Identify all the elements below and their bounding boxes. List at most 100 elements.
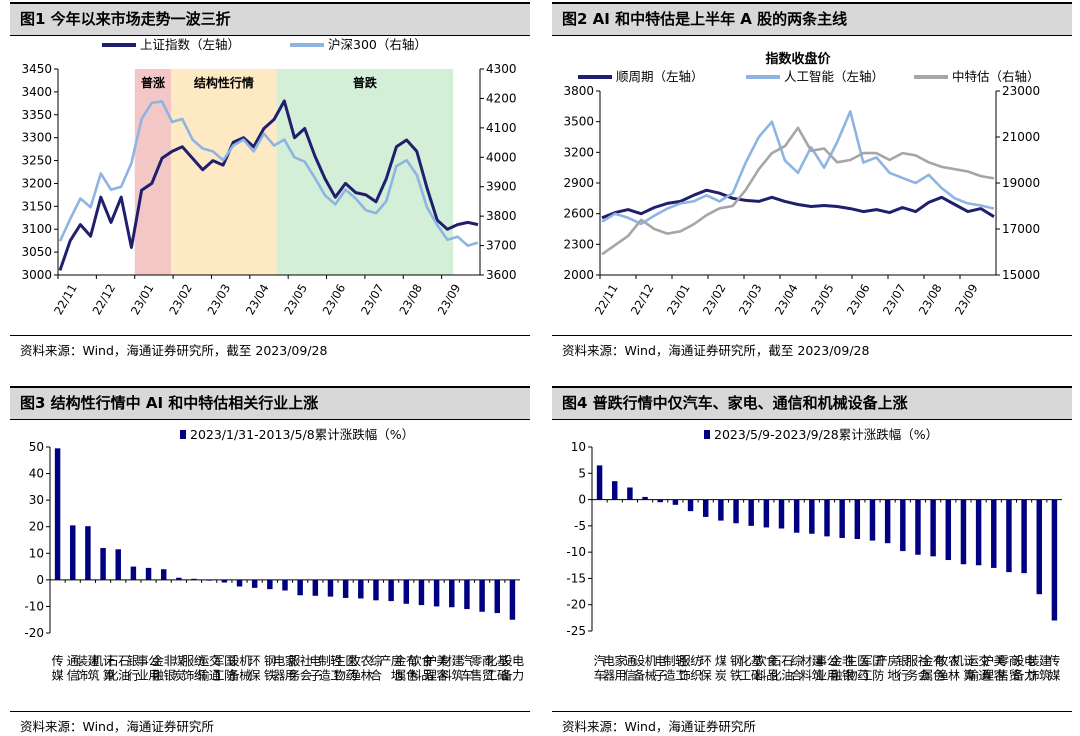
y-tick-label: 10 — [29, 546, 44, 560]
category-label-char: 输 — [967, 668, 979, 683]
category-label-char: 算 — [963, 668, 975, 683]
category-label-char: 物 — [334, 669, 346, 683]
category-label-char: 交 — [978, 653, 990, 668]
y-tick-label-right: 23000 — [1002, 84, 1040, 98]
category-label-char: 装 — [76, 654, 88, 668]
category-label-char: 电 — [273, 654, 285, 668]
category-label-char: 信 — [67, 669, 79, 683]
category-label-char: 电 — [603, 654, 615, 668]
bar — [1036, 499, 1042, 595]
category-label-char: 色 — [933, 669, 945, 683]
category-label-char: 轻 — [675, 654, 687, 668]
x-tick-label: 23/06 — [320, 282, 349, 318]
category-label-char: 造 — [319, 669, 331, 683]
category-label-char: 力 — [512, 669, 524, 683]
bar — [900, 499, 906, 552]
category-label-char: 传 — [1048, 653, 1060, 668]
category-label-char: 金 — [152, 653, 164, 668]
category-label-char: 材 — [800, 654, 812, 668]
category-label-char: 工 — [486, 669, 498, 683]
category-label-char: 炭 — [173, 669, 185, 683]
bar — [748, 499, 754, 526]
bar — [54, 448, 61, 580]
category-label-char: 金 — [395, 653, 407, 668]
bar — [115, 549, 121, 580]
category-label-char: 机 — [239, 654, 251, 668]
legend-swatch — [180, 430, 186, 439]
bar — [282, 579, 288, 591]
y-tick-label-left: 2600 — [563, 207, 594, 221]
bar — [1021, 499, 1027, 574]
category-label-char: 色 — [406, 669, 418, 683]
y-tick-label-left: 3000 — [21, 268, 52, 282]
y-tick-label-left: 3500 — [563, 115, 594, 129]
y-tick-label: -20 — [566, 598, 586, 612]
bar — [854, 499, 861, 539]
category-label-char: 械 — [645, 668, 657, 683]
category-label-char: 务 — [288, 668, 300, 683]
category-label-char: 电 — [309, 654, 321, 668]
category-label-char: 国 — [872, 654, 884, 668]
category-label-char: 基 — [497, 654, 509, 668]
category-label-char: 工 — [213, 669, 225, 683]
category-label-char: 产 — [379, 654, 391, 668]
bar — [236, 579, 243, 587]
category-label-char: 售 — [470, 668, 482, 683]
region-label: 普涨 — [141, 75, 165, 90]
x-tick-label: 22/11 — [51, 282, 80, 318]
category-label-char: 理 — [982, 669, 994, 683]
category-label-char: 铁 — [730, 669, 742, 683]
category-label-char: 料 — [410, 669, 422, 683]
category-label-char: 轻 — [330, 654, 342, 668]
bar — [267, 579, 273, 590]
category-label-char: 通 — [978, 669, 990, 683]
y-tick-label-left: 3250 — [21, 154, 52, 168]
category-label-char: 基 — [751, 654, 763, 668]
y-tick-label: 40 — [29, 467, 44, 481]
figure-1-title: 图1 今年以来市场走势一波三折 — [10, 2, 530, 36]
category-label-char: 物 — [846, 669, 858, 683]
category-label-char: 造 — [664, 669, 676, 683]
category-label-char: 行 — [127, 669, 139, 683]
category-label-char: 织 — [690, 669, 702, 683]
category-label-char: 车 — [461, 668, 473, 683]
category-label-char: 设 — [228, 654, 240, 668]
category-label-char: 础 — [751, 669, 763, 683]
category-label-char: 环 — [700, 654, 712, 668]
category-label-char: 服 — [679, 654, 691, 668]
category-label-char: 用 — [614, 669, 626, 683]
category-label-char: 贸 — [482, 669, 494, 683]
bar — [763, 499, 770, 528]
category-label-char: 保 — [249, 669, 261, 683]
bar — [884, 499, 891, 544]
y-tick-label-left: 3400 — [21, 85, 52, 99]
bar — [327, 579, 334, 597]
category-label-char: 防 — [224, 668, 236, 683]
legend-label: 上证指数（左轴） — [140, 37, 240, 52]
category-label-char: 渔 — [349, 669, 361, 683]
y-tick-label: -5 — [574, 519, 586, 533]
category-label-char: 建 — [88, 654, 100, 668]
bar — [945, 499, 952, 561]
category-label-char: 地 — [391, 669, 403, 683]
category-label-char: 纺 — [690, 654, 702, 668]
bar — [479, 579, 485, 612]
y-tick-label: -25 — [566, 624, 586, 638]
category-label-char: 会 — [918, 669, 930, 683]
category-label-char: 媒 — [52, 669, 64, 683]
figure-3-panel: 图3 结构性行情中 AI 和中特估相关行业上涨 -20 -10 0 10 20 30 40 5… — [10, 386, 530, 736]
bar — [494, 579, 500, 614]
category-label-char: 汽 — [461, 653, 473, 668]
category-label-char: 煤 — [173, 654, 185, 668]
legend-label: 顺周期（左轴） — [616, 69, 704, 84]
legend-label: 2023/1/31-2013/5/8累计涨跌幅（%） — [190, 427, 414, 442]
category-label-char: 建 — [452, 654, 464, 668]
bar — [418, 579, 425, 606]
category-label-char: 容 — [994, 668, 1006, 683]
category-label-char: 料 — [440, 669, 452, 683]
category-label-char: 用 — [285, 669, 297, 683]
category-label-char: 非 — [163, 654, 175, 668]
y-tick-label-right: 4100 — [486, 121, 517, 135]
category-label-char: 渔 — [937, 669, 949, 683]
